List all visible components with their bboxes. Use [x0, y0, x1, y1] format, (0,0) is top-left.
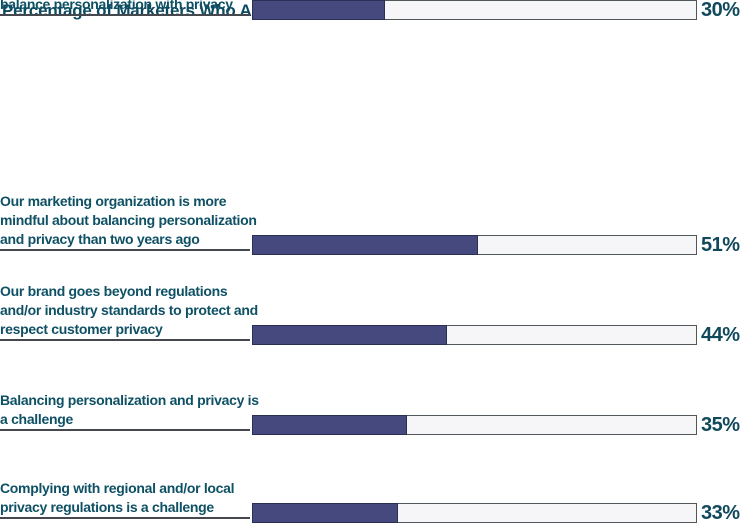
value-label: 44%: [701, 324, 740, 346]
category-label: Our brand goes beyond regulations and/or…: [0, 283, 258, 337]
category-label: Complying with regional and/or local pri…: [0, 480, 235, 515]
chart-row: Complying with regional and/or local pri…: [0, 480, 750, 524]
category-label: Balancing personalization and privacy is…: [0, 392, 259, 427]
value-label: 30%: [701, 0, 740, 21]
category-label: Our marketing organization is more mindf…: [0, 193, 257, 247]
chart-row: Our brand goes beyond regulations and/or…: [0, 283, 750, 346]
leader-line: [0, 429, 250, 431]
bar-track: [252, 0, 697, 20]
bar-track: [252, 325, 697, 345]
leader-line: [0, 14, 250, 16]
chart-row: Our marketing organization is more mindf…: [0, 193, 750, 256]
bar-track: [252, 503, 697, 523]
category-label: Our marketing organization is completely…: [0, 0, 233, 12]
leader-line: [0, 249, 250, 251]
leader-line: [0, 339, 250, 341]
bar-fill: [252, 0, 385, 20]
bar-fill: [252, 325, 447, 345]
bar-fill: [252, 235, 478, 255]
value-label: 33%: [701, 502, 740, 524]
value-label: 35%: [701, 414, 740, 436]
bar-fill: [252, 503, 399, 523]
chart-row: Our marketing organization is completely…: [0, 0, 750, 21]
bar-track: [252, 235, 697, 255]
bar-track: [252, 415, 697, 435]
chart-row: Balancing personalization and privacy is…: [0, 392, 750, 436]
bar-fill: [252, 415, 408, 435]
leader-line: [0, 517, 250, 519]
value-label: 51%: [701, 234, 740, 256]
